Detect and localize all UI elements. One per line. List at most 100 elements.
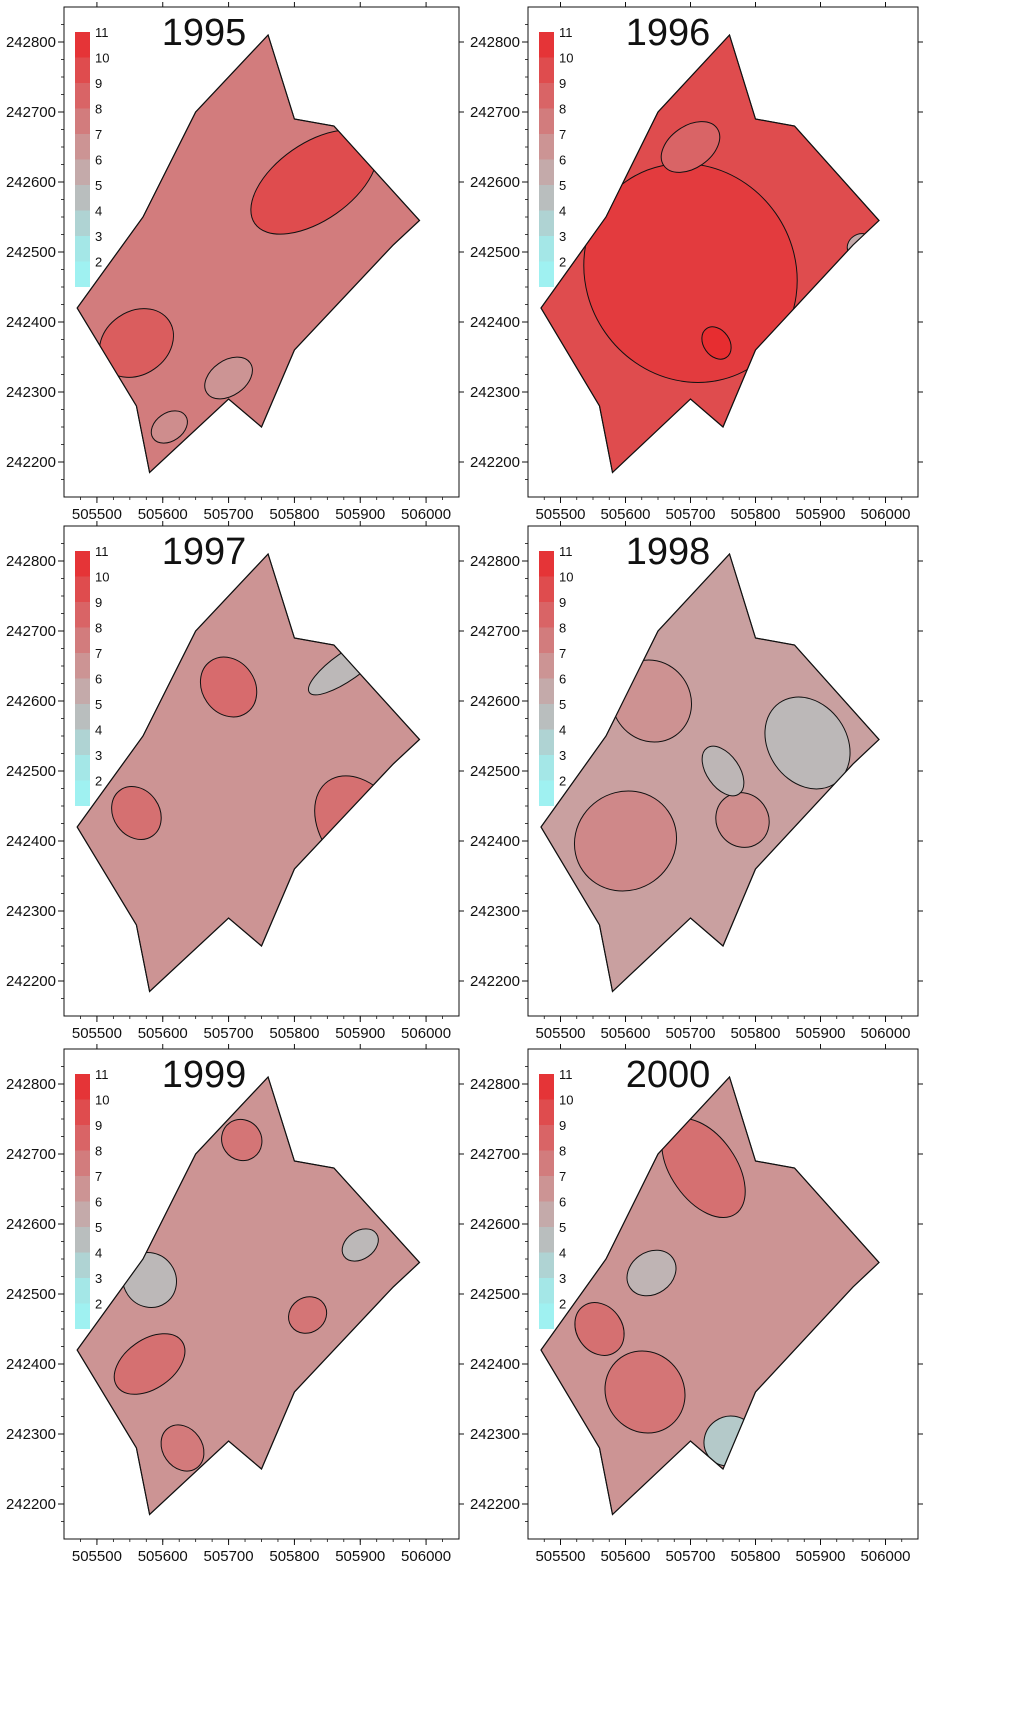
contour-region: [341, 1228, 379, 1262]
legend-label: 8: [559, 1144, 566, 1159]
legend-label: 7: [559, 1169, 566, 1184]
legend-label: 9: [559, 1118, 566, 1133]
map-title: 1995: [162, 12, 247, 54]
legend-swatch: [75, 185, 90, 211]
x-tick-label: 505800: [269, 1548, 319, 1565]
x-tick-label: 505600: [600, 1548, 650, 1565]
y-tick-label: 242800: [470, 1076, 520, 1093]
x-tick-label: 505700: [665, 1548, 715, 1565]
legend-swatch: [539, 1201, 554, 1227]
legend-label: 8: [559, 621, 566, 636]
legend-label: 5: [559, 1220, 566, 1235]
y-tick-label: 242700: [470, 104, 520, 121]
contour-region: [626, 1249, 677, 1297]
x-tick-label: 505900: [795, 1548, 845, 1565]
x-tick-label: 505800: [269, 1025, 319, 1042]
contour-region: [574, 1302, 625, 1356]
legend-label: 3: [95, 1271, 102, 1286]
x-tick-label: 505600: [600, 506, 650, 523]
y-tick-label: 242600: [6, 1216, 56, 1233]
legend-swatch: [75, 1201, 90, 1227]
legend-label: 9: [559, 76, 566, 91]
legend-label: 2: [95, 1297, 102, 1312]
legend-swatch: [539, 602, 554, 628]
map-panel-1998: 505500 505600 505700 505800 505900 506000 2428…: [470, 521, 923, 1042]
legend-swatch: [539, 1278, 554, 1304]
y-tick-label: 242400: [6, 1356, 56, 1373]
legend-label: 10: [95, 1093, 109, 1108]
legend-label: 10: [559, 1093, 573, 1108]
map-title: 1997: [162, 531, 247, 573]
x-tick-label: 505800: [269, 506, 319, 523]
legend-label: 9: [95, 595, 102, 610]
y-tick-label: 242300: [6, 1426, 56, 1443]
legend-swatch: [539, 551, 554, 577]
x-tick-label: 505800: [730, 506, 780, 523]
y-tick-label: 242400: [470, 1356, 520, 1373]
legend-swatch: [75, 57, 90, 83]
x-tick-label: 506000: [860, 1025, 910, 1042]
legend-swatch: [75, 1099, 90, 1125]
legend-swatch: [75, 108, 90, 134]
x-tick-label: 505900: [795, 1025, 845, 1042]
y-tick-label: 242500: [470, 244, 520, 261]
legend-label: 5: [559, 697, 566, 712]
x-tick-label: 506000: [860, 506, 910, 523]
contour-region: [288, 1296, 328, 1334]
legend-swatch: [539, 1099, 554, 1125]
map-panel-1995: 505500 505600 505700 505800 505900 506000 2428…: [6, 2, 464, 523]
y-tick-label: 242800: [6, 553, 56, 570]
legend-label: 6: [559, 1195, 566, 1210]
y-tick-label: 242600: [6, 693, 56, 710]
legend-swatch: [75, 551, 90, 577]
x-tick-label: 505600: [138, 1548, 188, 1565]
y-tick-label: 242400: [470, 833, 520, 850]
legend-swatch: [75, 159, 90, 185]
legend-label: 10: [559, 51, 573, 66]
legend-swatch: [75, 1227, 90, 1253]
legend-label: 11: [559, 1067, 573, 1082]
legend-swatch: [75, 134, 90, 160]
legend-swatch: [539, 236, 554, 262]
legend-swatch: [539, 729, 554, 755]
contour-region: [113, 1333, 186, 1395]
color-legend: 11 10 9 8 7 6 5 4 3 2: [539, 544, 573, 806]
legend-swatch: [539, 57, 554, 83]
legend-swatch: [75, 32, 90, 58]
y-tick-label: 242200: [470, 973, 520, 990]
y-tick-label: 242200: [6, 973, 56, 990]
legend-swatch: [539, 1303, 554, 1329]
x-tick-label: 505500: [72, 1548, 122, 1565]
legend-swatch: [75, 1252, 90, 1278]
legend-label: 3: [559, 748, 566, 763]
y-tick-label: 242200: [6, 1496, 56, 1513]
x-tick-label: 505700: [204, 1025, 254, 1042]
map-title: 1998: [626, 531, 711, 573]
legend-swatch: [75, 261, 90, 287]
legend-swatch: [75, 210, 90, 236]
legend-label: 8: [95, 1144, 102, 1159]
legend-swatch: [75, 576, 90, 602]
legend-swatch: [539, 780, 554, 806]
legend-label: 11: [559, 544, 573, 559]
contour-region: [150, 410, 188, 444]
legend-label: 5: [559, 178, 566, 193]
legend-label: 6: [95, 153, 102, 168]
legend-swatch: [75, 653, 90, 679]
legend-swatch: [539, 159, 554, 185]
map-title: 2000: [626, 1054, 711, 1096]
legend-label: 11: [95, 25, 109, 40]
legend-swatch: [539, 210, 554, 236]
x-tick-label: 505800: [730, 1025, 780, 1042]
legend-label: 2: [95, 774, 102, 789]
legend-swatch: [539, 108, 554, 134]
legend-swatch: [75, 1125, 90, 1151]
legend-label: 11: [95, 1067, 109, 1082]
x-tick-label: 505600: [138, 1025, 188, 1042]
legend-label: 2: [559, 774, 566, 789]
x-tick-label: 505700: [665, 1025, 715, 1042]
x-tick-label: 505500: [535, 1025, 585, 1042]
contour-region: [660, 121, 721, 173]
y-tick-label: 242500: [6, 1286, 56, 1303]
y-tick-label: 242300: [6, 903, 56, 920]
